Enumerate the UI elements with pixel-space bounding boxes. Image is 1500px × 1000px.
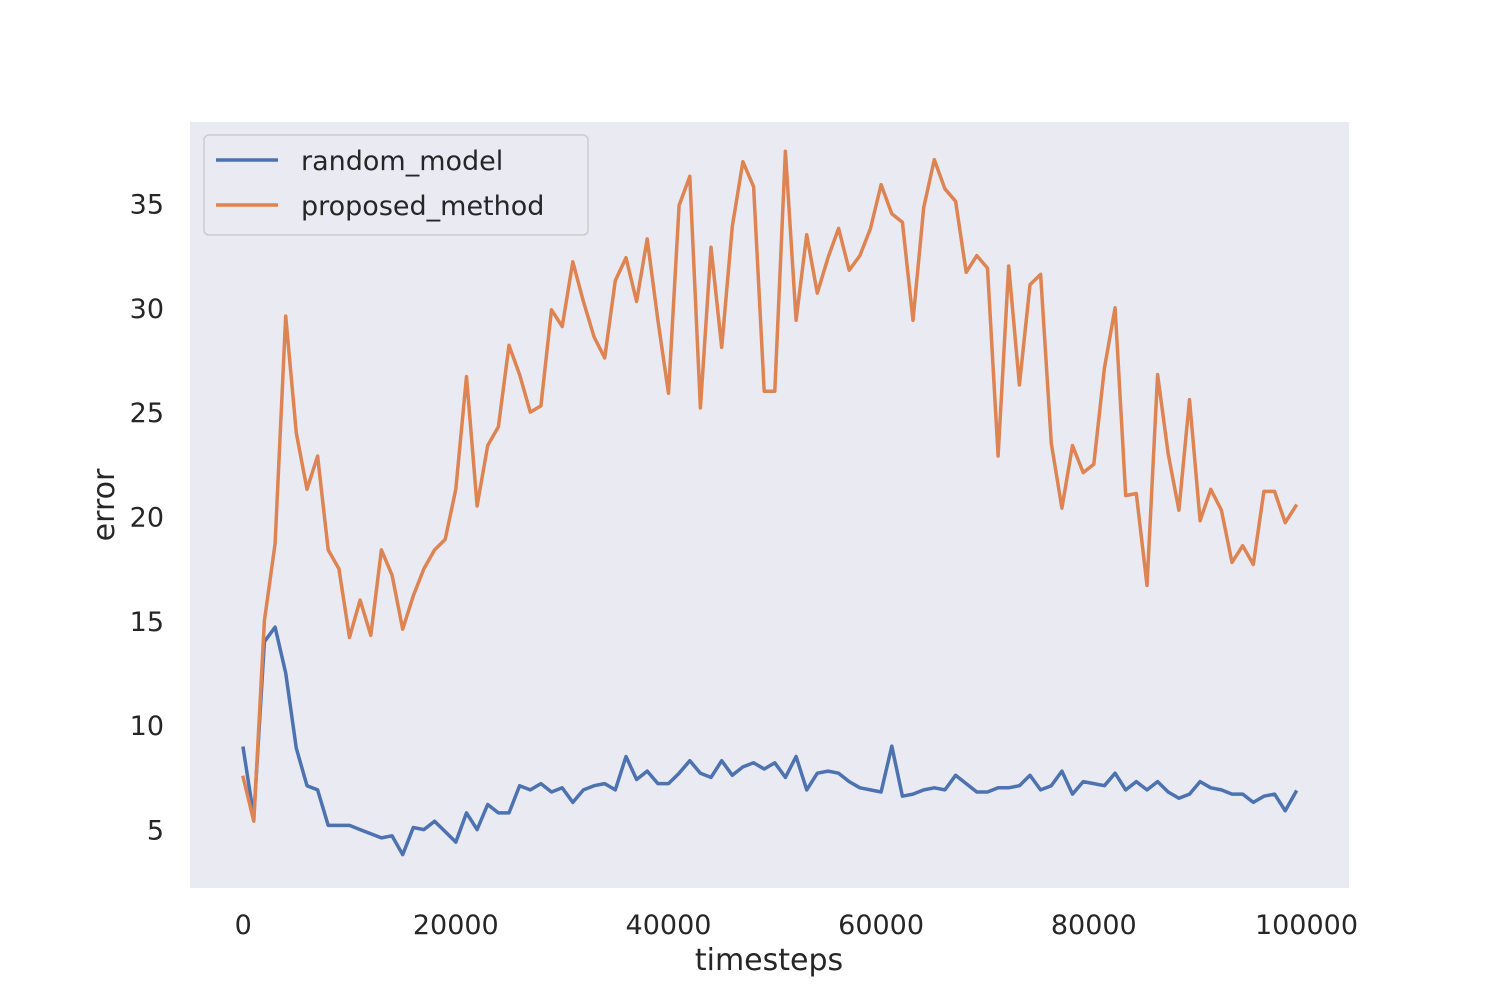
- x-tick-label: 20000: [413, 910, 499, 941]
- y-tick-label: 25: [130, 398, 164, 429]
- x-axis-label: timesteps: [695, 943, 843, 978]
- legend-label-random-model: random_model: [301, 146, 503, 177]
- series-line-random-model: [241, 625, 1299, 857]
- legend: random_model proposed_method: [203, 134, 589, 236]
- y-tick-label: 30: [130, 294, 164, 325]
- x-tick-label: 60000: [838, 910, 924, 941]
- plot-background: [190, 122, 1349, 888]
- x-tick-label: 100000: [1255, 910, 1358, 941]
- y-axis-ticks: 5 10 15 20 25 30 35: [130, 189, 164, 846]
- y-tick-label: 15: [130, 607, 164, 638]
- series-lines: [241, 149, 1299, 857]
- series-line-proposed-method: [241, 149, 1299, 823]
- x-axis-ticks: 0 20000 40000 60000 80000 100000: [235, 910, 1358, 941]
- x-tick-label: 80000: [1051, 910, 1137, 941]
- legend-label-proposed-method: proposed_method: [301, 191, 544, 222]
- x-tick-label: 40000: [626, 910, 712, 941]
- x-tick-label: 0: [235, 910, 252, 941]
- y-tick-label: 35: [130, 189, 164, 220]
- y-tick-label: 5: [147, 816, 164, 847]
- legend-box: [203, 134, 589, 236]
- y-tick-label: 10: [130, 711, 164, 742]
- y-tick-label: 20: [130, 503, 164, 534]
- y-axis-label: error: [87, 468, 122, 541]
